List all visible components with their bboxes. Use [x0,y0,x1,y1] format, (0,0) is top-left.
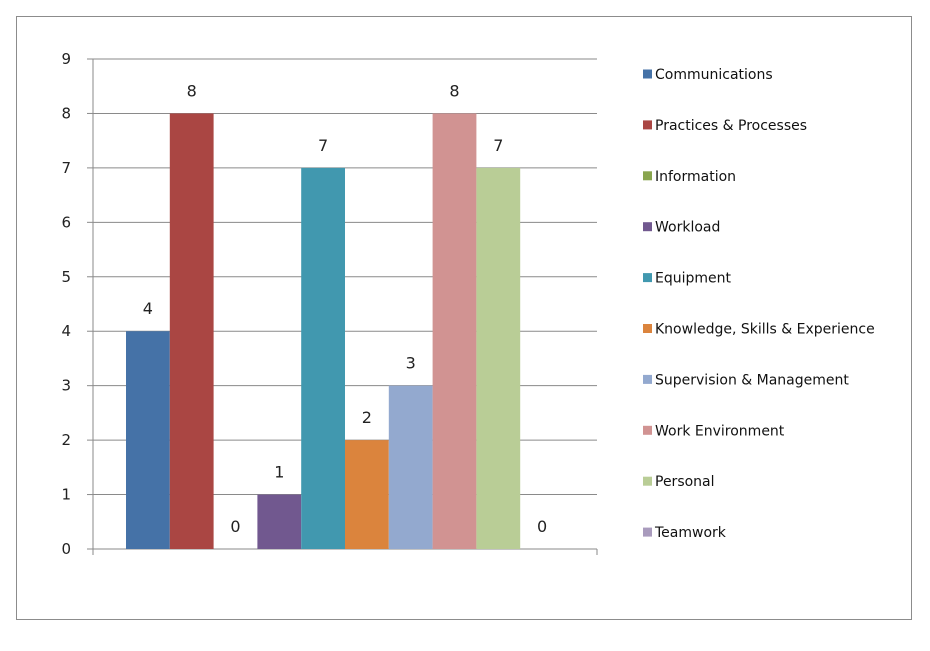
legend-label-work-environment: Work Environment [655,423,785,439]
data-label-supervision-management: 3 [406,354,416,373]
y-tick-label: 2 [61,431,71,449]
y-tick-label: 6 [61,213,71,231]
data-label-equipment: 7 [318,136,328,155]
data-label-work-environment: 8 [449,81,459,100]
y-tick-label: 5 [61,268,71,286]
legend-label-teamwork: Teamwork [654,525,727,541]
legend-swatch-information [643,171,652,181]
bar-knowledge-skills-experience [345,440,389,549]
legend-label-workload: Workload [655,220,720,236]
legend-label-knowledge-skills-experience: Knowledge, Skills & Experience [655,322,875,338]
y-tick-label: 4 [61,322,71,340]
bar-personal [476,167,521,549]
y-tick-label: 8 [61,104,71,122]
data-label-information: 0 [230,517,240,536]
data-label-personal: 7 [493,136,503,155]
legend-swatch-workload [643,222,652,232]
legend-swatch-teamwork [643,527,652,537]
bar-supervision-management [388,385,433,549]
data-label-teamwork: 0 [537,517,547,536]
legend-label-practices-processes: Practices & Processes [655,118,807,134]
bar-work-environment [432,113,477,549]
data-label-knowledge-skills-experience: 2 [362,408,372,427]
legend-swatch-equipment [643,273,652,283]
legend-label-personal: Personal [655,474,715,490]
legend-label-equipment: Equipment [655,271,732,287]
data-label-practices-processes: 8 [187,81,197,100]
bar-workload [257,494,302,549]
bar-practices-processes [169,113,214,549]
legend-label-communications: Communications [655,67,773,83]
y-tick-label: 0 [61,540,71,558]
bar-equipment [301,167,345,549]
legend-label-supervision-management: Supervision & Management [655,372,849,388]
legend-swatch-practices-processes [643,120,652,130]
y-tick-label: 3 [61,377,71,395]
y-tick-label: 9 [61,50,71,68]
data-label-communications: 4 [143,299,153,318]
legend-label-information: Information [655,169,736,185]
bar-communications [126,331,170,549]
y-tick-label: 7 [61,159,71,177]
legend-swatch-work-environment [643,425,652,435]
legend-swatch-communications [643,69,652,79]
legend-swatch-knowledge-skills-experience [643,324,652,333]
legend-swatch-supervision-management [643,374,652,384]
data-label-workload: 1 [274,463,284,482]
legend-swatch-personal [643,476,652,486]
y-tick-label: 1 [61,486,71,504]
